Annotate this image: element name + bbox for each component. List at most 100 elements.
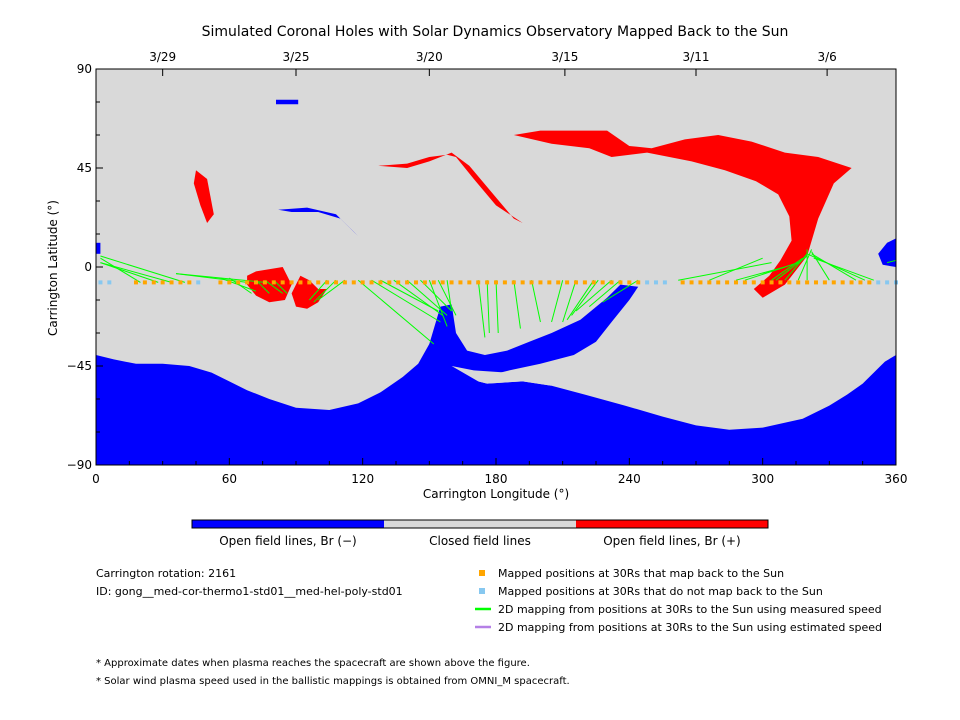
chart-title: Simulated Coronal Holes with Solar Dynam… xyxy=(202,24,789,40)
mapped-position-marker xyxy=(236,280,241,285)
legend-label: Mapped positions at 30Rs that do not map… xyxy=(498,585,823,598)
date-tick-label: 3/6 xyxy=(817,50,836,64)
measured-speed-mapping-line xyxy=(229,277,252,294)
x-tick-label: 0 xyxy=(92,472,100,486)
mapped-position-marker xyxy=(725,280,730,285)
region-edge-right-negative xyxy=(878,238,896,267)
y-tick-label: −45 xyxy=(67,359,92,373)
footnote-dates: * Approximate dates when plasma reaches … xyxy=(96,658,530,669)
measured-speed-mapping-line xyxy=(264,279,283,294)
mapped-position-marker xyxy=(422,280,427,285)
region-south-negative xyxy=(96,284,896,465)
region-south-closed-bulge xyxy=(451,366,552,386)
measured-speed-mapping-line xyxy=(175,273,248,283)
unmapped-position-marker xyxy=(662,280,667,285)
mapped-position-marker xyxy=(307,280,312,285)
measured-speed-mapping-line xyxy=(589,279,621,307)
mapped-position-marker xyxy=(822,280,827,285)
mapped-position-marker xyxy=(627,280,632,285)
measured-speed-mapping-line xyxy=(273,279,288,294)
mapped-position-marker xyxy=(716,280,721,285)
y-tick-label: −90 xyxy=(67,458,92,472)
mapped-position-marker xyxy=(298,280,303,285)
carrington-rotation-label: Carrington rotation: 2161 xyxy=(96,567,236,580)
mapped-position-marker xyxy=(618,280,623,285)
mapped-position-marker xyxy=(698,280,703,285)
mapped-position-marker xyxy=(858,280,863,285)
mapped-position-marker xyxy=(787,280,792,285)
measured-speed-mapping-line xyxy=(393,279,443,316)
mapped-position-marker xyxy=(734,280,738,285)
region-positive-north-right xyxy=(513,130,852,298)
measured-speed-mapping-line xyxy=(602,279,639,303)
mapped-position-marker xyxy=(778,280,783,285)
footnote-omni: * Solar wind plasma speed used in the ba… xyxy=(96,676,570,687)
mapped-position-marker xyxy=(494,280,498,285)
mapped-position-marker xyxy=(511,280,516,285)
unmapped-position-marker xyxy=(645,280,650,285)
mapped-position-marker xyxy=(538,280,543,285)
region-north-negative-strip xyxy=(278,207,359,237)
mapped-position-marker xyxy=(342,280,347,285)
mapped-position-marker xyxy=(502,280,507,285)
measured-speed-mapping-line xyxy=(886,259,897,264)
region-north-negative-dash xyxy=(276,99,299,105)
measured-speed-mapping-line xyxy=(357,279,435,345)
region-positive-mid-bubble xyxy=(247,267,292,303)
mapped-position-marker xyxy=(351,280,356,285)
measured-speed-mapping-line xyxy=(744,262,799,281)
y-tick-label: 45 xyxy=(77,161,92,175)
mapped-position-marker xyxy=(262,280,267,285)
colorbar-segment xyxy=(384,520,576,528)
mapped-position-marker xyxy=(760,280,765,285)
date-tick-label: 3/25 xyxy=(283,50,310,64)
mapped-position-marker xyxy=(271,280,276,285)
mapped-position-marker xyxy=(280,280,285,285)
mapped-position-marker xyxy=(476,280,481,285)
x-tick-label: 120 xyxy=(351,472,374,486)
colorbar-label: Closed field lines xyxy=(429,534,531,548)
legend-label: 2D mapping from positions at 30Rs to the… xyxy=(498,621,882,634)
measured-speed-mapping-line xyxy=(255,279,270,294)
mapped-position-marker xyxy=(547,280,552,285)
mapped-position-marker xyxy=(529,280,534,285)
region-edge-left-negative xyxy=(96,242,101,254)
mapped-position-marker xyxy=(805,280,810,285)
measured-speed-mapping-line xyxy=(562,280,577,323)
mapped-position-marker xyxy=(751,280,756,285)
legend-square-marker xyxy=(479,588,485,594)
measured-speed-mapping-line xyxy=(813,257,874,281)
measured-speed-mapping-line xyxy=(513,280,521,329)
x-tick-label: 60 xyxy=(222,472,237,486)
legend-square-marker xyxy=(479,570,485,576)
mapped-position-marker xyxy=(360,280,365,285)
mapped-position-marker xyxy=(431,280,436,285)
mapped-position-marker xyxy=(574,280,578,285)
mapped-position-marker xyxy=(591,280,596,285)
measured-speed-mapping-line xyxy=(771,257,803,281)
unmapped-position-marker xyxy=(98,280,103,285)
field-line-colorbar: Open field lines, Br (−) Closed field lin… xyxy=(191,519,769,548)
measured-speed-mapping-line xyxy=(446,280,453,312)
unmapped-position-marker xyxy=(885,280,890,285)
measured-speed-mapping-line xyxy=(784,253,808,281)
measured-speed-mapping-line xyxy=(371,279,441,323)
mapped-position-marker xyxy=(840,280,845,285)
x-tick-label: 240 xyxy=(618,472,641,486)
legend-label: Mapped positions at 30Rs that map back t… xyxy=(498,567,784,580)
mapped-position-marker xyxy=(680,280,685,285)
unmapped-position-marker xyxy=(876,280,881,285)
mapped-position-marker xyxy=(458,280,463,285)
x-axis-label: Carrington Longitude (°) xyxy=(423,487,569,501)
mapped-position-marker xyxy=(227,280,232,285)
mapped-position-marker xyxy=(142,280,147,285)
mapped-position-marker xyxy=(387,280,392,285)
measured-speed-mapping-line xyxy=(495,280,499,334)
colorbar-frame xyxy=(191,519,769,529)
mapped-position-marker xyxy=(325,280,330,285)
unmapped-position-marker xyxy=(107,280,112,285)
mapped-position-marker xyxy=(467,280,472,285)
measured-speed-mapping-line xyxy=(551,280,564,323)
axes-layer: 0 60 120 180 240 300 360 −90 −45 0 45 90 3/29 3/25 3/2… xyxy=(67,50,908,486)
